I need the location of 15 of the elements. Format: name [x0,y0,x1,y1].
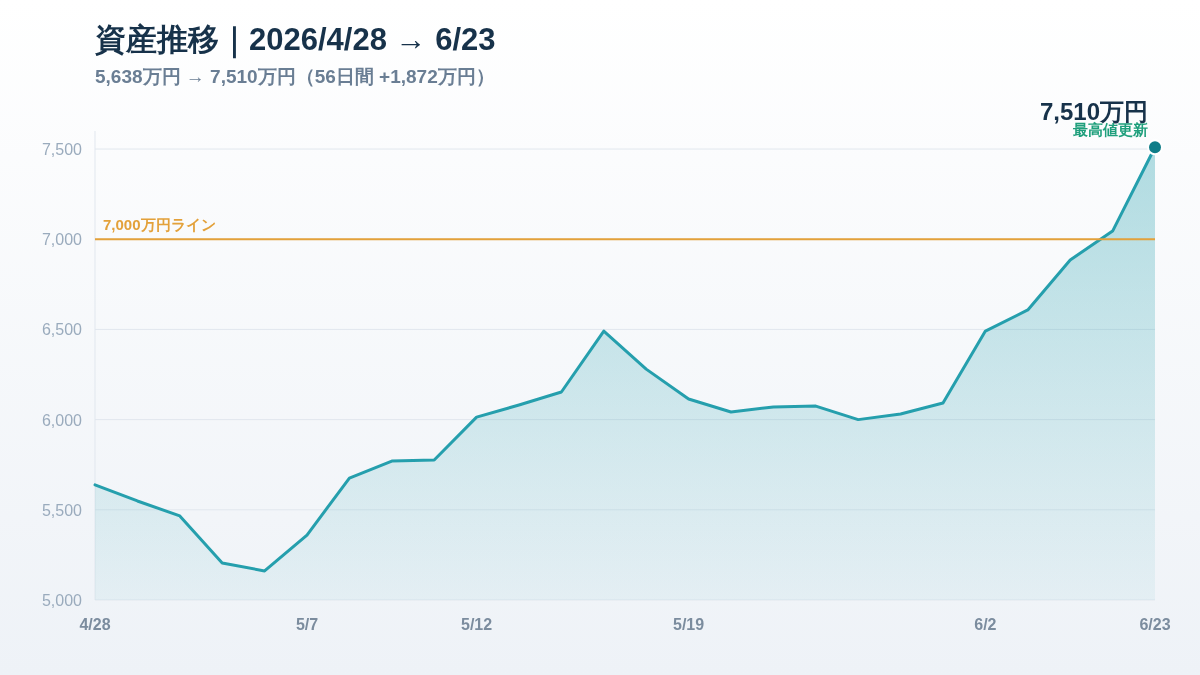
y-tick-label: 7,500 [41,141,83,159]
y-tick-label: 5,000 [41,592,83,609]
chart-subtitle: 5,638万円 → 7,510万円（56日間 +1,872万円） [95,66,495,87]
x-tick-label: 6/2 [974,616,997,633]
x-tick-label: 5/12 [461,616,493,633]
chart-title: 資産推移｜2026/4/28 → 6/23 [94,22,496,59]
x-tick-label: 6/23 [1139,616,1171,633]
x-tick-label: 5/19 [673,616,705,633]
x-tick-label: 4/28 [79,616,111,633]
y-tick-label: 6,500 [41,321,83,339]
y-tick-label: 5,500 [41,501,83,519]
ref-line-label: 7,000万円ライン [103,216,216,234]
y-tick-label: 7,000 [41,231,83,249]
x-tick-label: 5/7 [295,616,319,633]
y-tick-label: 6,000 [41,411,83,429]
